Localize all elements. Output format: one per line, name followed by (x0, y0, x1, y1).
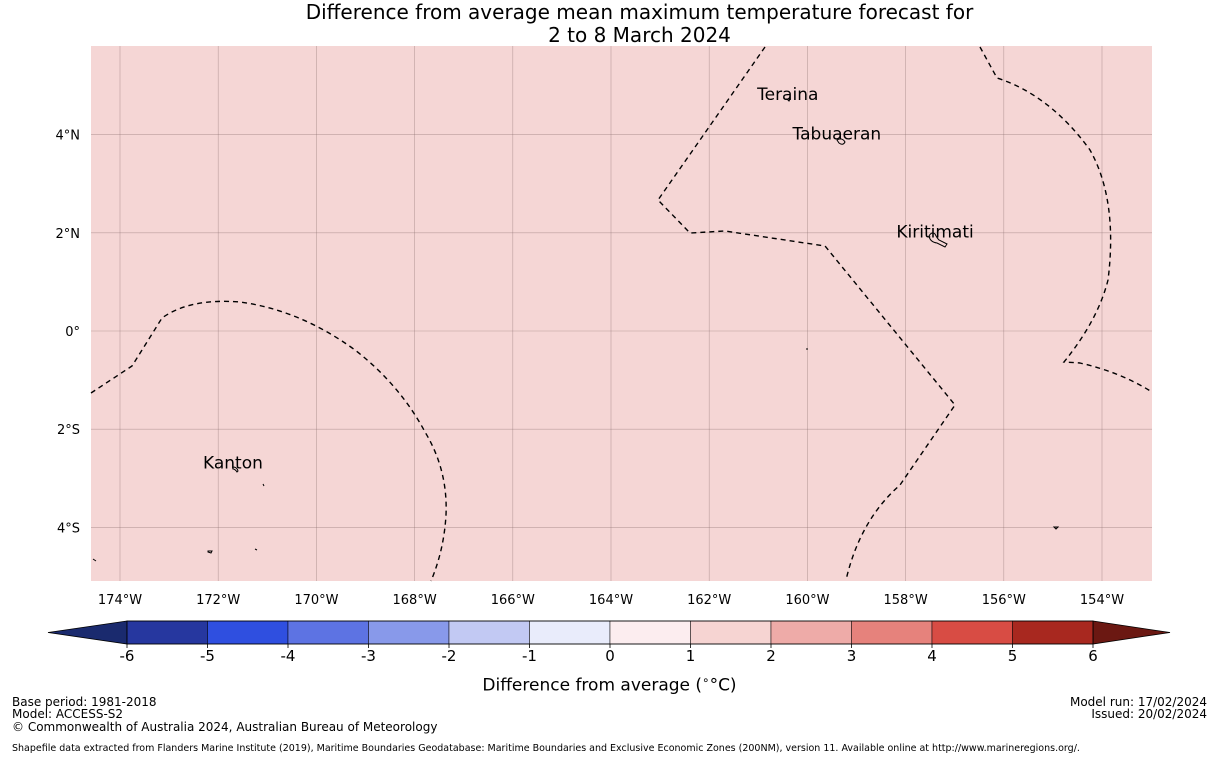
colorbar-tick-label: -3 (361, 647, 376, 665)
longitude-label: 168°W (393, 593, 437, 608)
colorbar-title: Difference from average (∘°C) (482, 673, 737, 696)
colorbar-segment (529, 620, 611, 645)
colorbar-segment (609, 620, 691, 645)
island-teraina (785, 98, 791, 102)
colorbar: -6 -5 -4 -3 -2 -1 0 1 2 3 4 5 6 (47, 620, 1171, 665)
colorbar-tick-label: 3 (847, 647, 857, 665)
eez-boundary-kiribati-line-islands (657, 46, 956, 581)
island-small (1052, 526, 1060, 530)
longitude-label: 160°W (785, 593, 829, 608)
issued-date: Issued: 20/02/2024 (1091, 707, 1207, 721)
colorbar-segment (207, 620, 289, 645)
colorbar-tick-label: -2 (442, 647, 457, 665)
colorbar-tick-label: -5 (200, 647, 215, 665)
longitude-label: 172°W (196, 593, 240, 608)
latitude-label: 0° (65, 325, 80, 340)
colorbar-tick-label: 5 (1008, 647, 1018, 665)
shapefile-credit: Shapefile data extracted from Flanders M… (12, 743, 1080, 754)
colorbar-segment (287, 620, 369, 645)
longitude-label: 170°W (294, 593, 338, 608)
model-run: Model run: 17/02/2024 (1069, 695, 1207, 709)
colorbar-tick-label: 0 (605, 647, 615, 665)
place-label: Teraina (756, 85, 818, 105)
colorbar-tick-label: -1 (522, 647, 537, 665)
island-tabuaeran (836, 138, 846, 145)
colorbar-segment (931, 620, 1013, 645)
colorbar-segment (368, 620, 450, 645)
longitude-labels: 174°W 172°W 170°W 168°W 166°W 164°W 162°W 160°W… (98, 593, 1124, 608)
colorbar-segment (770, 620, 852, 645)
colorbar-tick-label: 4 (927, 647, 937, 665)
latitude-labels: 4°N 2°N 0° 2°S 4°S (56, 129, 81, 537)
latitude-label: 2°S (57, 423, 80, 438)
longitude-label: 166°W (491, 593, 535, 608)
colorbar-over-arrow (1092, 620, 1171, 645)
island-kiritimati (928, 232, 948, 248)
map-title-line2: 2 to 8 March 2024 (548, 23, 731, 47)
model-name: Model: ACCESS-S2 (12, 707, 124, 721)
copyright: © Commonwealth of Australia 2024, Austra… (12, 720, 438, 734)
island-small (92, 558, 97, 562)
place-label: Kanton (203, 453, 263, 473)
colorbar-segment (851, 620, 933, 645)
island-small (262, 483, 265, 487)
colorbar-under-arrow (47, 620, 128, 645)
islands (92, 98, 1060, 562)
colorbar-tick-label: 6 (1088, 647, 1098, 665)
longitude-label: 164°W (589, 593, 633, 608)
colorbar-tick-label: -6 (120, 647, 135, 665)
eez-boundary-phoenix-islands (90, 300, 447, 582)
colorbar-tick-label: 2 (766, 647, 776, 665)
place-labels: Teraina Tabuaeran Kiritimati Kanton (203, 85, 974, 473)
colorbar-segment (1012, 620, 1094, 645)
longitude-label: 154°W (1080, 593, 1124, 608)
longitude-label: 158°W (884, 593, 928, 608)
eez-boundaries (90, 46, 1153, 582)
eez-boundary-east (979, 46, 1153, 393)
latitude-label: 4°S (57, 521, 80, 536)
base-period: Base period: 1981-2018 (12, 695, 157, 709)
longitude-label: 162°W (687, 593, 731, 608)
graticule (91, 46, 1152, 581)
latitude-label: 2°N (56, 227, 81, 242)
longitude-label: 174°W (98, 593, 142, 608)
colorbar-segment (448, 620, 530, 645)
island-small (207, 550, 213, 554)
island-small (254, 548, 258, 551)
longitude-label: 156°W (982, 593, 1026, 608)
map-area (91, 46, 1152, 581)
colorbar-segment (690, 620, 772, 645)
island-kanton (232, 466, 239, 473)
place-label: Tabuaeran (792, 125, 882, 145)
colorbar-tick-label: -4 (281, 647, 296, 665)
map-title-line1: Difference from average mean maximum tem… (305, 0, 974, 24)
colorbar-tick-label: 1 (686, 647, 696, 665)
latitude-label: 4°N (56, 129, 81, 144)
place-label: Kiritimati (896, 223, 973, 243)
colorbar-segment (126, 620, 208, 645)
